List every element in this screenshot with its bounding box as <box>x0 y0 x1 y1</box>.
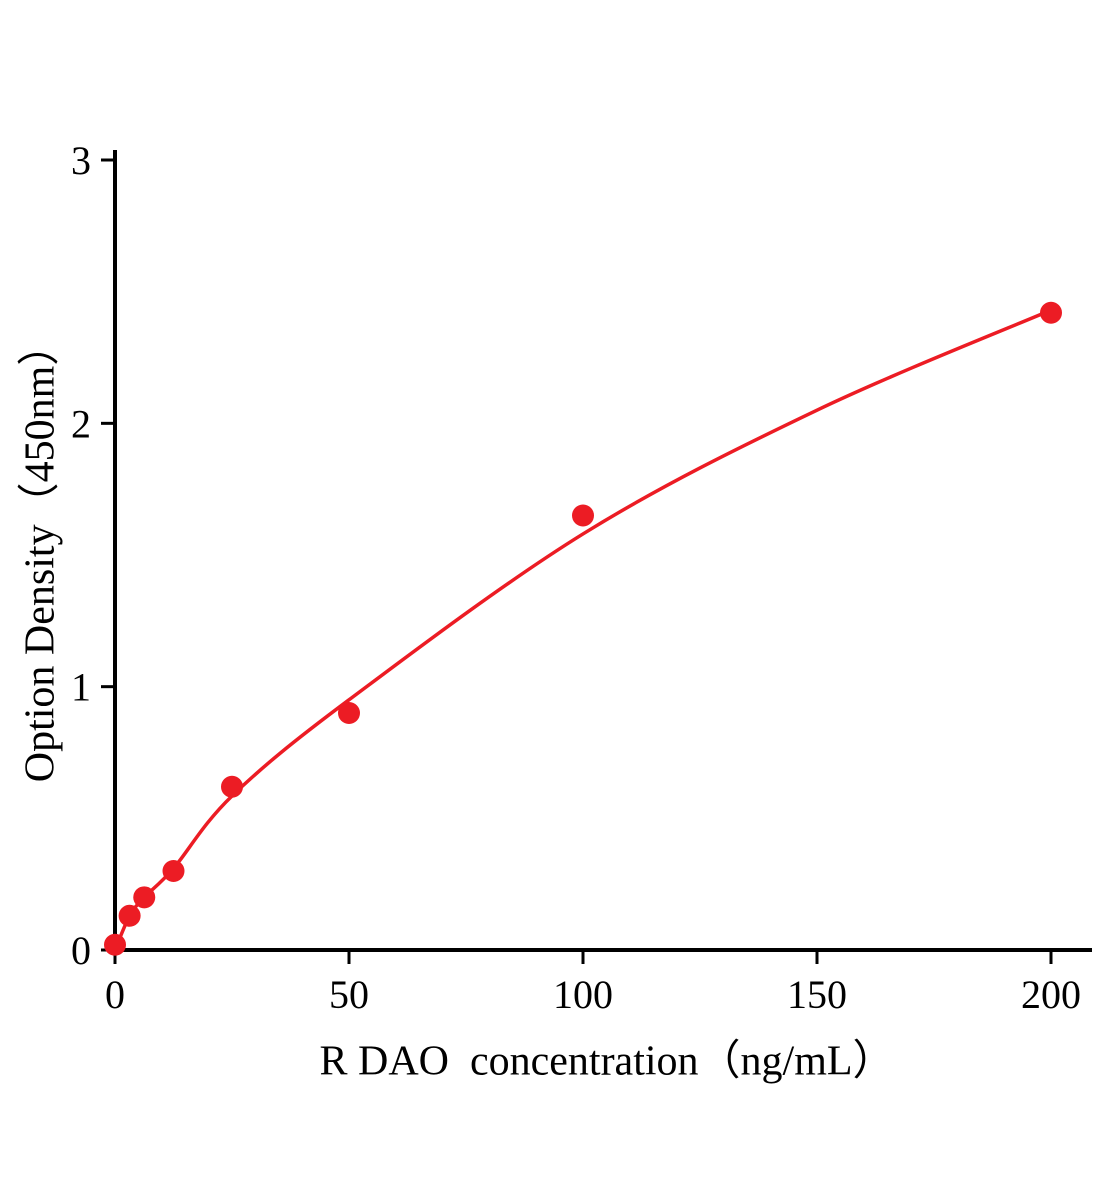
y-tick-label: 2 <box>71 401 91 446</box>
y-tick-label: 1 <box>71 665 91 710</box>
x-tick-label: 200 <box>1021 972 1081 1017</box>
data-point <box>1040 301 1062 324</box>
y-axis-title: Option Density（450nm） <box>17 323 64 783</box>
data-point <box>572 504 594 527</box>
y-tick-label: 3 <box>71 138 91 183</box>
x-axis-title: R DAO concentration（ng/mL） <box>319 1038 895 1085</box>
data-point <box>104 933 126 956</box>
fit-curve <box>113 308 1053 952</box>
x-tick-label: 150 <box>787 972 847 1017</box>
x-tick-label: 50 <box>329 972 369 1017</box>
y-tick-label: 0 <box>71 928 91 973</box>
data-point <box>338 702 360 724</box>
x-tick-label: 0 <box>105 972 125 1017</box>
data-point <box>221 775 243 798</box>
data-point <box>162 860 185 882</box>
data-point <box>118 904 141 927</box>
data-point <box>133 886 156 909</box>
x-tick-label: 100 <box>553 972 613 1017</box>
